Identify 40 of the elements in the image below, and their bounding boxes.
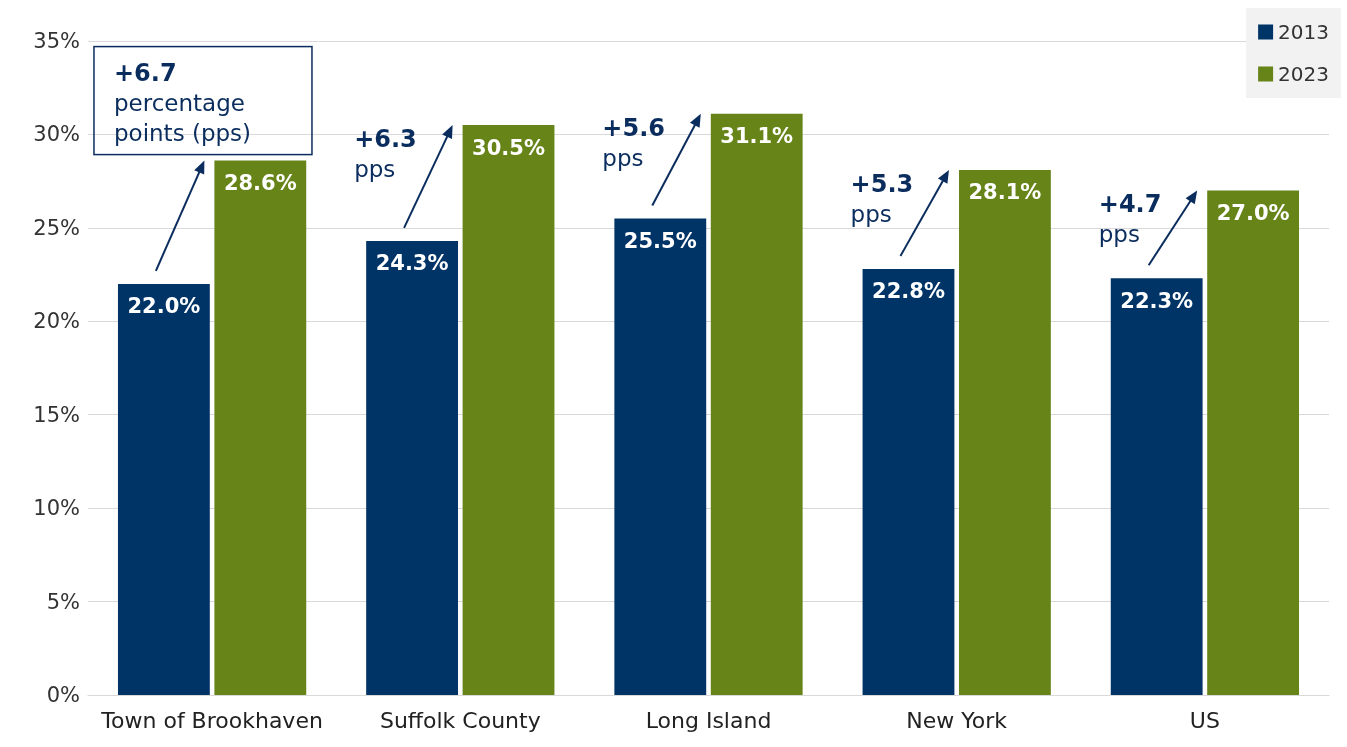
annotation: +6.7 percentage points (pps) — [113, 58, 252, 146]
x-tick-label: Suffolk County — [379, 707, 541, 733]
x-tick-label: New York — [906, 707, 1008, 733]
bar — [959, 169, 1051, 695]
annotation: +4.7 pps — [1098, 190, 1162, 248]
bar — [462, 125, 555, 695]
y-tick-label: 30% — [33, 122, 80, 147]
data-label: 28.6% — [223, 171, 297, 196]
y-tick-label: 5% — [46, 589, 80, 614]
y-tick-label: 25% — [33, 215, 80, 240]
data-label: 27.0% — [1216, 200, 1290, 225]
bar — [1110, 278, 1203, 695]
bar — [366, 240, 458, 695]
bar — [710, 113, 803, 695]
bar — [614, 218, 707, 695]
y-tick-label: 10% — [33, 496, 80, 521]
data-label: 24.3% — [375, 251, 449, 276]
bar — [117, 283, 210, 695]
legend-label: 2013 — [1278, 20, 1330, 44]
bar — [1207, 190, 1300, 695]
y-tick-label: 0% — [46, 683, 80, 707]
x-tick-label: Long Island — [645, 707, 772, 733]
data-label: 28.1% — [968, 180, 1042, 205]
bar — [862, 268, 955, 695]
y-tick-label: 20% — [33, 309, 80, 334]
annotation: +6.3 pps — [354, 124, 417, 182]
data-label: 31.1% — [720, 124, 794, 149]
data-label: 30.5% — [472, 135, 545, 160]
annotation: +5.6 pps — [602, 113, 665, 171]
annotation: +5.3 pps — [850, 169, 914, 227]
legend-label: 2023 — [1278, 62, 1330, 86]
bar — [214, 160, 307, 695]
y-tick-label: 15% — [33, 402, 80, 427]
x-tick-label: Town of Brookhaven — [100, 707, 323, 733]
data-label: 22.8% — [872, 279, 945, 304]
x-tick-label: US — [1189, 707, 1220, 733]
data-label: 22.0% — [127, 294, 201, 319]
y-tick-label: 35% — [33, 29, 80, 53]
data-label: 22.3% — [1120, 288, 1194, 313]
data-label: 25.5% — [623, 229, 697, 254]
